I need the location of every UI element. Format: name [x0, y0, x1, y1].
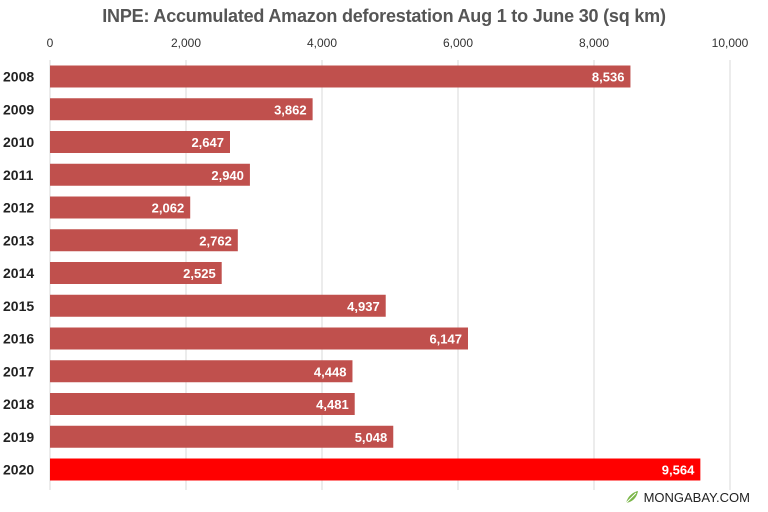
data-label: 3,862	[274, 102, 307, 117]
category-label: 2013	[3, 232, 34, 248]
chart-title: INPE: Accumulated Amazon deforestation A…	[102, 6, 666, 26]
data-label: 9,564	[662, 463, 695, 478]
bar-2014	[50, 262, 222, 284]
x-tick-label: 4,000	[307, 36, 337, 50]
x-tick-label: 2,000	[171, 36, 201, 50]
bar-2009	[50, 98, 313, 121]
bar-2011	[50, 163, 250, 186]
x-tick-label: 8,000	[579, 36, 609, 50]
bar-2012	[50, 196, 191, 219]
category-label: 2009	[3, 101, 34, 117]
data-label: 2,940	[211, 168, 244, 183]
category-label: 2010	[3, 134, 34, 150]
bar-2013	[50, 229, 238, 252]
data-label: 5,048	[355, 430, 388, 445]
x-axis: 0 2,000 4,000 6,000 8,000 10,000	[47, 36, 749, 50]
bar-2015	[50, 294, 386, 317]
category-label: 2018	[3, 396, 34, 412]
data-label: 4,481	[316, 397, 349, 412]
category-label: 2015	[3, 298, 34, 314]
category-label: 2017	[3, 363, 34, 379]
bar-2017	[50, 360, 353, 383]
leaf-icon	[625, 491, 638, 504]
category-label: 2011	[3, 167, 34, 183]
data-label: 4,448	[314, 364, 347, 379]
brand-text: MONGABAY.COM	[643, 489, 750, 505]
bar-2016	[50, 327, 468, 350]
category-label: 2020	[3, 462, 34, 478]
bar-2020	[50, 458, 701, 481]
bar-2019	[50, 425, 394, 448]
category-label: 2016	[3, 331, 34, 347]
data-labels: 8,536 3,862 2,647 2,940 2,062 2,762 2,525 4,937…	[152, 70, 695, 478]
bar-2008	[50, 65, 631, 88]
data-label: 2,647	[191, 135, 224, 150]
data-label: 2,525	[183, 266, 216, 281]
data-label: 8,536	[592, 70, 625, 85]
x-tick-label: 6,000	[443, 36, 473, 50]
data-label: 2,062	[152, 201, 185, 216]
category-label: 2019	[3, 429, 34, 445]
category-label: 2008	[3, 69, 34, 85]
bar-2018	[50, 393, 355, 415]
data-label: 4,937	[347, 299, 380, 314]
data-label: 6,147	[429, 332, 462, 347]
x-tick-label: 0	[47, 36, 54, 50]
category-label: 2014	[3, 265, 34, 281]
data-label: 2,762	[199, 233, 232, 248]
bars	[50, 65, 701, 481]
brand-credit: MONGABAY.COM	[624, 489, 750, 505]
category-label: 2012	[3, 200, 34, 216]
x-tick-label: 10,000	[712, 36, 749, 50]
bar-2010	[50, 131, 230, 153]
y-axis: 2008 2009 2010 2011 2012 2013 2014 2015 2016 2017…	[3, 69, 34, 478]
